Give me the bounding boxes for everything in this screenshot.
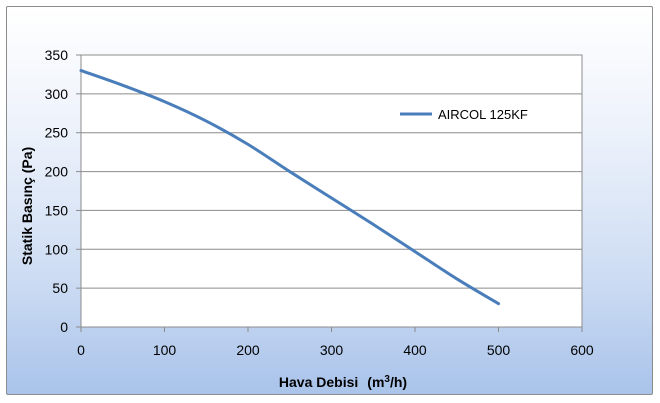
x-tick-label: 100 <box>153 342 177 358</box>
y-tick-label: 350 <box>45 47 69 63</box>
y-tick-label: 0 <box>60 319 68 335</box>
x-tick-label: 200 <box>236 342 260 358</box>
y-axis-ticks: 0 50 100 150 200 250 300 350 <box>45 47 81 335</box>
series-line <box>79 69 500 306</box>
x-tick-label: 400 <box>403 342 427 358</box>
legend-label: AIRCOL 125KF <box>438 107 528 122</box>
y-tick-label: 300 <box>45 86 69 102</box>
y-axis-title: Statik Basınç (Pa) <box>19 147 35 265</box>
legend: AIRCOL 125KF <box>400 107 528 122</box>
plot-area <box>80 54 583 328</box>
y-tick-label: 150 <box>45 202 69 218</box>
x-tick-label: 500 <box>487 342 511 358</box>
x-axis-title-main: Hava Debisi <box>279 374 358 390</box>
y-tick-label: 250 <box>45 125 69 141</box>
y-tick-label: 200 <box>45 164 69 180</box>
y-tick-label: 50 <box>52 280 68 296</box>
y-tick-label: 100 <box>45 241 69 257</box>
x-axis-title: Hava Debisi (m3/h) <box>279 374 407 390</box>
series-layer <box>79 69 500 306</box>
x-axis-title-unit-end: /h) <box>390 374 407 390</box>
x-tick-label: 300 <box>320 342 344 358</box>
gridlines <box>81 54 582 289</box>
x-axis-ticks: 0 100 200 300 400 500 600 <box>77 327 594 358</box>
x-axis-title-unit: (m <box>367 374 384 390</box>
x-axis-title-unit-sup: 3 <box>384 374 390 385</box>
x-tick-label: 0 <box>77 342 85 358</box>
x-tick-label: 600 <box>570 342 594 358</box>
